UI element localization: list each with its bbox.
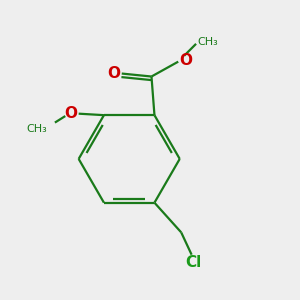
Text: O: O xyxy=(180,53,193,68)
Text: Cl: Cl xyxy=(185,255,201,270)
Text: O: O xyxy=(107,66,120,81)
Text: O: O xyxy=(65,106,78,121)
Text: CH₃: CH₃ xyxy=(198,37,218,47)
Text: CH₃: CH₃ xyxy=(27,124,47,134)
